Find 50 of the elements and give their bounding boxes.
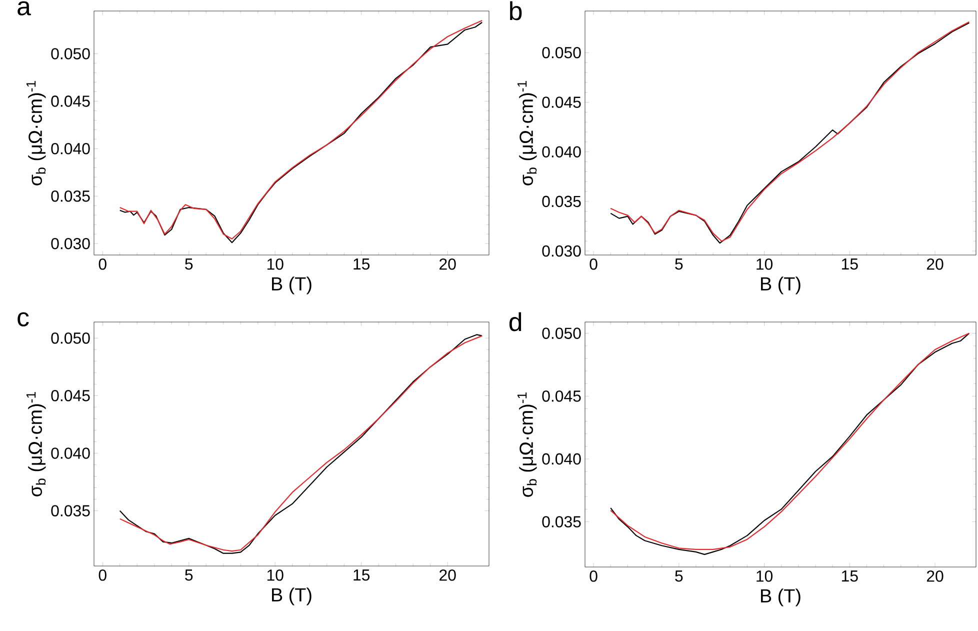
x-tick-label: 15 [842,258,858,270]
y-tick-label: 0.050 [51,48,90,60]
y-tick-label: 0.040 [542,146,581,158]
x-tick-label: 0 [590,258,598,270]
x-tick-label: 5 [185,570,193,581]
x-tick-label: 5 [675,258,683,270]
chart-title: a [18,1,31,16]
y-tick-label: 0.045 [51,96,90,107]
chart-title: d [509,312,522,332]
y-tick-label: 0.035 [51,505,90,516]
x-tick-label: 10 [267,570,284,581]
chart-title: c [18,312,29,326]
y-axis-title: σ$_{b}$ (μΩ·cm)$^{-1}$ [517,392,537,497]
y-tick-label: 0.045 [51,390,90,402]
y-tick-label: 0.050 [542,47,581,58]
x-tick-label: 0 [98,570,106,581]
x-tick-label: 5 [185,258,193,270]
x-axis-title: B (T) [761,588,800,606]
x-tick-label: 15 [354,570,370,581]
y-tick-label: 0.040 [542,453,581,465]
y-tick-label: 0.040 [51,143,90,154]
x-axis-title: B (T) [272,276,312,294]
x-tick-label: 20 [440,570,456,581]
y-tick-label: 0.035 [542,516,581,528]
y-tick-label: 0.035 [542,196,581,208]
x-axis-title: B (T) [272,588,312,606]
x-tick-label: 20 [440,258,456,270]
y-tick-label: 0.035 [51,190,90,202]
x-tick-label: 0 [590,570,598,582]
x-tick-label: 15 [354,258,370,270]
y-tick-label: 0.050 [542,328,581,339]
x-tick-label: 15 [842,570,858,582]
chart-title: b [510,1,522,20]
y-axis-title: σ$_{b}$ (μΩ·cm)$^{-1}$ [26,392,46,496]
x-tick-label: 5 [675,570,683,582]
x-tick-label: 20 [926,570,944,582]
y-axis-title: σ$_{b}$ (μΩ·cm)$^{-1}$ [26,81,46,186]
y-tick-label: 0.030 [51,238,90,250]
y-axis-title: σ$_{b}$ (μΩ·cm)$^{-1}$ [517,81,537,186]
x-tick-label: 10 [756,258,773,270]
y-tick-label: 0.050 [51,332,90,344]
x-axis-title: B (T) [761,276,800,294]
x-tick-label: 10 [756,570,773,582]
x-tick-label: 10 [267,258,284,270]
y-tick-label: 0.030 [542,245,581,257]
y-tick-label: 0.045 [542,390,581,402]
x-tick-label: 20 [926,258,944,270]
y-tick-label: 0.045 [542,96,581,108]
x-tick-label: 0 [98,258,106,270]
y-tick-label: 0.040 [51,448,90,459]
